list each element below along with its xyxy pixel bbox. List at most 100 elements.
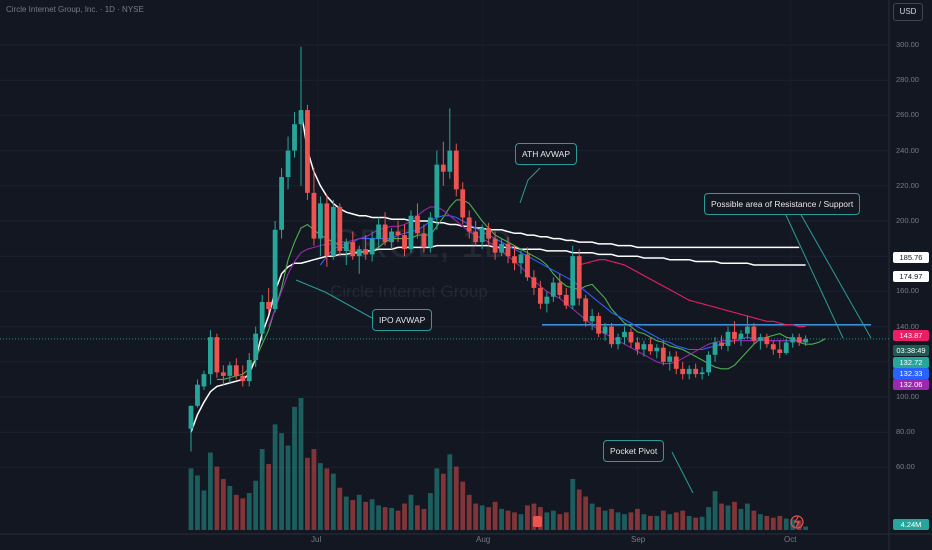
candle-body [706, 354, 711, 373]
chart-title: Circle Internet Group, Inc. · 1D · NYSE [6, 5, 144, 14]
candle [777, 340, 783, 359]
volume-bar [440, 473, 446, 530]
volume-bar [408, 494, 414, 530]
candle-body [363, 249, 369, 255]
volume-bar [596, 507, 602, 530]
x-tick-label: Sep [631, 535, 646, 544]
candle-body [486, 228, 492, 239]
candle-body [389, 231, 394, 243]
candle-body [654, 347, 660, 352]
candle [395, 221, 401, 243]
volume-bar [602, 510, 608, 530]
candle [311, 168, 317, 246]
volume-bar [680, 510, 686, 530]
candle-body [557, 282, 563, 295]
x-tick-label: Aug [476, 535, 491, 544]
candle [757, 333, 763, 350]
candle [473, 221, 479, 246]
candle [751, 323, 757, 345]
volume-bar [647, 515, 653, 530]
y-tick-label: 240.00 [896, 145, 919, 155]
candle [660, 340, 666, 366]
candle [402, 224, 407, 257]
volume-bar [427, 493, 433, 530]
resistance-note[interactable]: Possible area of Resistance / Support [704, 193, 861, 215]
volume-bar [622, 514, 627, 530]
candle [628, 328, 634, 348]
candle [583, 294, 589, 327]
volume-bar [732, 501, 737, 530]
volume-bar [415, 505, 420, 530]
candle [427, 212, 433, 253]
candle [285, 136, 291, 190]
currency-button[interactable]: USD [893, 3, 923, 21]
candle [305, 104, 310, 200]
y-tick-label: 140.00 [896, 321, 919, 331]
volume-bar [512, 512, 517, 530]
x-tick-label: Jul [311, 535, 322, 544]
volume-bar [796, 520, 802, 530]
volume-bar [654, 515, 660, 530]
volume-bar [486, 507, 492, 530]
candle [292, 111, 297, 158]
candle [389, 228, 394, 250]
volume-bar [492, 501, 498, 530]
candle-body [350, 242, 356, 257]
candle-body [259, 301, 265, 334]
volume-bar [473, 503, 479, 530]
candle [363, 235, 369, 260]
volume-bar [764, 515, 770, 530]
candle-body [415, 215, 420, 234]
candle [479, 224, 485, 250]
candle-body [402, 235, 407, 250]
candle [518, 249, 524, 274]
candle-body [589, 316, 595, 322]
candle [790, 333, 796, 348]
y-tick-label: 220.00 [896, 180, 919, 190]
candle [356, 245, 362, 274]
ath-avwap-price-tag: 185.76 [893, 252, 929, 263]
candle [745, 316, 750, 339]
candle-body [635, 342, 640, 350]
resistance-pointer-2 [799, 212, 872, 339]
volume-bar [557, 514, 563, 530]
watermark-name: Circle Internet Group [330, 282, 488, 301]
volume-bar [201, 490, 207, 530]
candle-body [790, 337, 796, 343]
volume-bar [447, 454, 453, 530]
volume-bar [259, 449, 265, 530]
candle [537, 280, 543, 309]
volume-bar [790, 519, 796, 530]
volume-bar [783, 518, 789, 530]
volume-bar [324, 468, 330, 530]
volume-bar [693, 517, 699, 530]
ath-avwap-note[interactable]: ATH AVWAP [515, 143, 578, 165]
candle-body [240, 375, 246, 382]
candle [803, 335, 809, 346]
candle-body [719, 342, 724, 346]
ipo-avwap-note[interactable]: IPO AVWAP [372, 309, 433, 331]
volume-bar [673, 512, 679, 530]
candle [492, 231, 498, 260]
candle-body [337, 206, 343, 251]
candle [673, 351, 679, 375]
candle-body [693, 368, 699, 375]
volume-bar [330, 473, 336, 530]
ipo-avwap-price-tag: 174.97 [893, 271, 929, 282]
pocket-pivot-note[interactable]: Pocket Pivot [603, 440, 665, 462]
ma-green-line [216, 199, 826, 380]
candle-body [796, 337, 802, 343]
candle-body [576, 256, 582, 299]
candle-body [667, 356, 673, 362]
volume-bar [628, 512, 634, 530]
candle [796, 333, 802, 346]
candle [415, 203, 420, 239]
y-tick-label: 200.00 [896, 216, 919, 225]
candle-body [266, 301, 272, 309]
candle-body [757, 337, 763, 341]
candle-body [201, 374, 207, 387]
candle-body [356, 249, 362, 257]
volume-bar [434, 468, 440, 530]
volume-bar [751, 510, 757, 530]
